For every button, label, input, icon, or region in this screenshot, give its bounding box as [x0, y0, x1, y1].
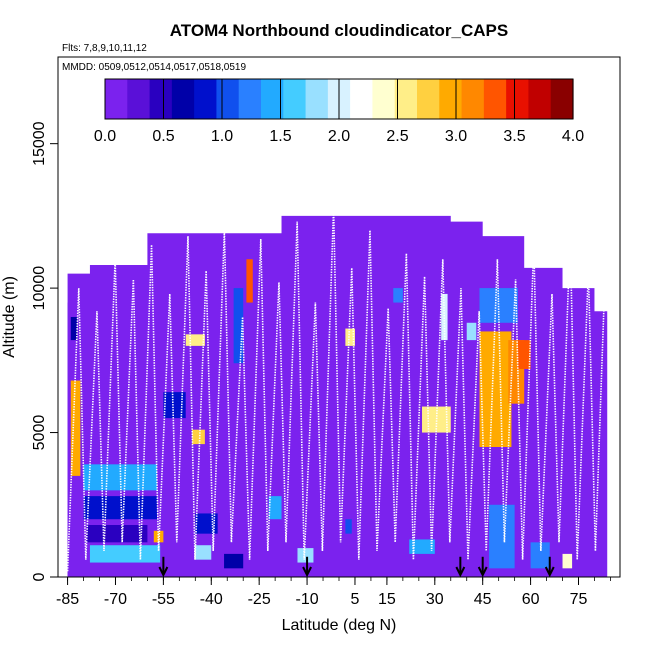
dates-note: MMDD: 0509,0512,0514,0517,0518,0519 [62, 62, 246, 73]
colorbar-swatch [149, 79, 173, 119]
arrow-head [302, 566, 312, 578]
colorbar-swatch [105, 79, 128, 119]
x-tick-label: -70 [104, 591, 127, 608]
colorbar-tick-label: 3.0 [445, 128, 467, 145]
x-tick-label: 30 [426, 591, 444, 608]
x-tick-label: -85 [56, 591, 79, 608]
data-cell [86, 525, 148, 543]
x-tick-label: 60 [522, 591, 540, 608]
arrow-markers [158, 556, 555, 578]
data-cell [246, 259, 253, 303]
colorbar-swatch [238, 79, 262, 119]
colorbar-swatch [305, 79, 329, 119]
data-cell [70, 380, 81, 476]
arrow-marker [455, 556, 466, 578]
colorbar-tick-label: 3.5 [503, 128, 525, 145]
data-cell [297, 548, 314, 563]
data-cell [562, 553, 573, 569]
x-tick-label: 15 [378, 591, 396, 608]
data-cell [393, 288, 403, 303]
colorbar-swatch [550, 79, 574, 119]
chart-title: ATOM4 Northbound cloudindicator_CAPS [170, 21, 508, 40]
y-axis: 0 5000 10000 15000 [31, 121, 58, 581]
colorbar-swatch [127, 79, 151, 119]
x-tick-label: 5 [351, 591, 360, 608]
colorbar-tick-label: 1.0 [211, 128, 233, 145]
y-tick-label: 10000 [31, 266, 48, 311]
data-cell [517, 340, 531, 369]
x-tick-label: -25 [248, 591, 271, 608]
flight-track [66, 207, 615, 572]
data-cell [466, 322, 477, 341]
data-cell [530, 542, 550, 569]
x-tick-label: 45 [474, 591, 492, 608]
colorbar-swatch [483, 79, 507, 119]
y-tick-label: 5000 [31, 415, 48, 451]
data-cell [409, 539, 435, 554]
x-tick-label: 75 [570, 591, 588, 608]
data-cell [163, 392, 186, 419]
colorbar-swatch [171, 79, 195, 119]
data-cell [345, 519, 352, 534]
arrow-head [477, 566, 488, 578]
colorbar-tick-label: 4.0 [562, 128, 584, 145]
x-tick-label: -10 [296, 591, 319, 608]
data-cell [195, 545, 212, 560]
data-cell [185, 334, 205, 346]
colorbar-swatch [439, 79, 463, 119]
colorbar-swatch [506, 79, 530, 119]
data-cell [345, 328, 355, 346]
colorbar-swatch [394, 79, 418, 119]
data-cell [489, 504, 515, 569]
colorbar-swatch [372, 79, 396, 119]
y-axis-label: Altitude (m) [1, 276, 18, 358]
colorbar: 0.0 0.5 1.0 1.5 2.0 2.5 3.0 3.5 4.0 [94, 78, 584, 145]
x-axis: -85 -70 -55 -40 -25 -10 5 15 30 45 60 75 [56, 577, 611, 608]
colorbar-swatch [461, 79, 485, 119]
data-cell [441, 293, 448, 341]
y-tick-label: 15000 [31, 121, 48, 166]
data-cell [89, 545, 161, 563]
data-cell [479, 331, 512, 447]
arrow-head [544, 566, 555, 578]
colorbar-tick-label: 1.5 [269, 128, 291, 145]
data-cell [192, 429, 205, 445]
arrow-head [158, 566, 169, 578]
data-cell [233, 288, 244, 364]
colorbar-swatch [283, 79, 307, 119]
x-tick-label: -55 [152, 591, 175, 608]
arrow-marker [302, 556, 312, 578]
arrow-marker [158, 556, 169, 578]
colorbar-swatch [216, 79, 240, 119]
colorbar-tick-label: 0.5 [152, 128, 174, 145]
flights-note: Flts: 7,8,9,10,11,12 [62, 43, 147, 54]
colorbar-swatch [528, 79, 552, 119]
colorbar-swatch [417, 79, 440, 119]
arrow-marker [477, 556, 488, 578]
colorbar-tick-label: 2.5 [386, 128, 408, 145]
x-tick-label: -40 [200, 591, 223, 608]
y-tick-label: 0 [31, 572, 48, 581]
colorbar-tick-label: 0.0 [94, 128, 116, 145]
colorbar-swatch [261, 79, 284, 119]
data-cell [268, 496, 282, 520]
data-cell [224, 553, 244, 569]
arrow-marker [544, 556, 555, 578]
colorbar-tick-label: 2.0 [328, 128, 350, 145]
data-cell [83, 496, 157, 520]
colorbar-swatch [194, 79, 218, 119]
x-axis-label: Latitude (deg N) [282, 617, 397, 634]
arrow-head [455, 566, 466, 578]
flight-profile [66, 207, 615, 572]
data-cell [70, 317, 78, 341]
colorbar-swatch [350, 79, 374, 119]
